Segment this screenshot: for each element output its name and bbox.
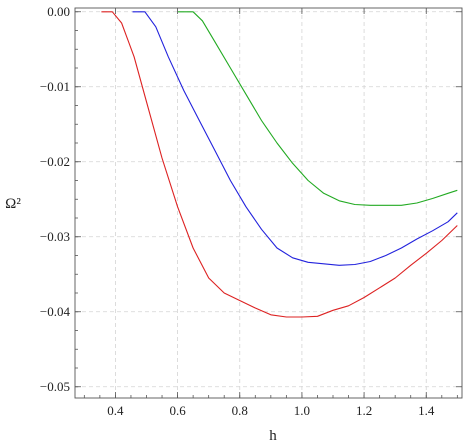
y-tick-label: −0.02 xyxy=(40,154,70,169)
y-tick-label: −0.04 xyxy=(40,304,71,319)
x-tick-label: 1.2 xyxy=(356,403,372,418)
x-axis-label: h xyxy=(269,428,277,444)
y-tick-label: 0.00 xyxy=(47,4,70,19)
y-tick-label: −0.05 xyxy=(40,379,70,394)
y-axis-label: Ω² xyxy=(5,196,21,212)
series-line-1 xyxy=(101,11,458,318)
x-tick-label: 1.4 xyxy=(418,403,435,418)
axis-ticks: 0.4 0.6 0.8 1.0 1.2 1.4 0.00 −0.01 −0.02 −0.03 −0.… xyxy=(40,4,462,418)
series-layer xyxy=(101,11,458,318)
x-tick-label: 0.8 xyxy=(232,403,248,418)
series-line-3 xyxy=(177,11,458,206)
x-tick-label: 0.6 xyxy=(169,403,186,418)
x-tick-label: 1.0 xyxy=(294,403,310,418)
x-tick-label: 0.4 xyxy=(107,403,124,418)
plot-frame xyxy=(74,7,463,399)
series-line-2 xyxy=(132,11,458,266)
y-tick-label: −0.03 xyxy=(40,229,70,244)
grid-lines xyxy=(75,8,462,398)
y-tick-label: −0.01 xyxy=(40,79,70,94)
